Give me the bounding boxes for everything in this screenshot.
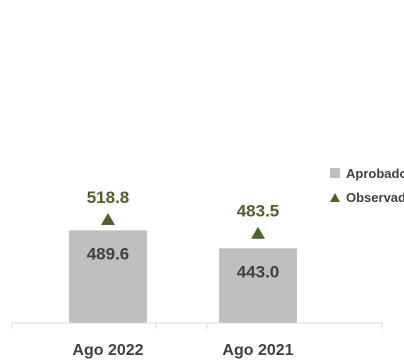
marker-observado-ago-2021: [251, 226, 265, 239]
x-axis: Ago 2022 Ago 2021: [11, 322, 383, 359]
x-tick-label-ago-2022: Ago 2022: [72, 342, 143, 359]
legend: Aprobado Observado: [330, 166, 404, 205]
legend-swatch-observado: [330, 193, 340, 202]
bar-aprobado-ago-2021: [219, 248, 297, 323]
marker-value-label-ago-2021: 483.5: [237, 202, 280, 221]
bar-value-label-ago-2021: 443.0: [237, 262, 280, 281]
marker-observado-ago-2022: [101, 213, 115, 226]
legend-label-observado: Observado: [346, 190, 404, 205]
legend-swatch-aprobado: [330, 168, 340, 178]
bars-layer: 489.6 518.8 443.0 483.5: [69, 188, 297, 323]
bar-aprobado-ago-2022: [69, 230, 147, 323]
x-tick-label-ago-2021: Ago 2021: [222, 342, 293, 359]
marker-value-label-ago-2022: 518.8: [87, 188, 130, 207]
bar-value-label-ago-2022: 489.6: [87, 244, 130, 263]
legend-label-aprobado: Aprobado: [346, 166, 404, 181]
